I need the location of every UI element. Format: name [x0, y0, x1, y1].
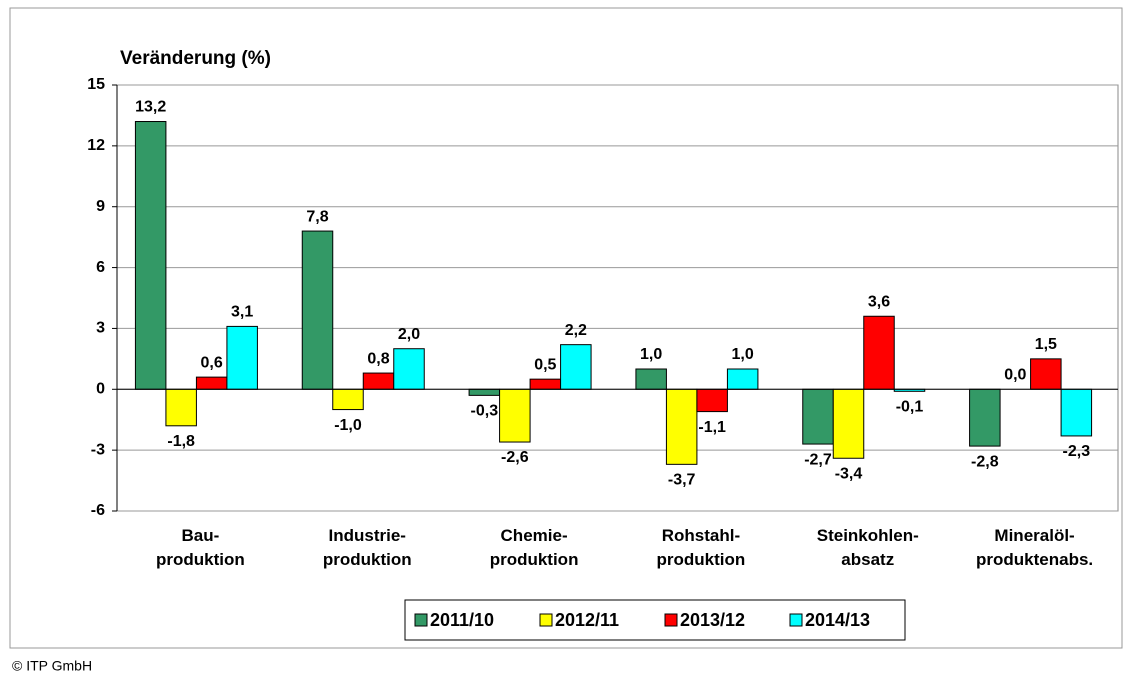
bar: [195, 376, 228, 390]
data-label: 1,5: [1035, 336, 1057, 353]
data-label: 13,2: [135, 99, 166, 116]
x-tick-label-line: produktion: [490, 550, 579, 569]
x-tick-label-line: produktion: [657, 550, 746, 569]
x-tick-label-line: produktenabs.: [976, 550, 1093, 569]
bar: [665, 388, 698, 465]
x-tick-label-line: absatz: [841, 550, 894, 569]
data-label: 2,0: [398, 326, 420, 343]
data-label: -3,7: [668, 472, 696, 489]
x-tick-label-line: Bau-: [182, 526, 220, 545]
data-label: -2,8: [971, 453, 999, 470]
data-label: -2,7: [804, 451, 832, 468]
bar: [226, 325, 258, 390]
y-tick-label: 3: [96, 320, 105, 337]
legend-swatch: [664, 613, 678, 627]
bar: [1060, 388, 1093, 437]
x-tick-label-line: Mineralöl-: [994, 526, 1074, 545]
x-tick-label-line: produktion: [323, 550, 412, 569]
y-tick-label: -3: [91, 441, 105, 458]
data-label: 3,1: [231, 304, 253, 321]
legend-label: 2013/12: [680, 610, 745, 630]
y-tick-label: 0: [96, 381, 105, 398]
data-label: 1,0: [640, 346, 662, 363]
legend-swatch: [539, 613, 553, 627]
bar: [301, 230, 334, 390]
bar: [635, 368, 667, 390]
bar: [134, 121, 167, 390]
x-tick-label-line: Rohstahl-: [662, 526, 740, 545]
data-label: -2,3: [1063, 443, 1091, 460]
legend-label: 2012/11: [555, 610, 619, 630]
data-label: -1,1: [698, 419, 726, 436]
data-label: 0,5: [534, 356, 556, 373]
x-tick-label: Industrie-produktion: [323, 526, 412, 569]
data-label: 0,8: [367, 350, 389, 367]
bar: [832, 388, 865, 459]
data-label: 0,6: [201, 354, 223, 371]
data-label: -3,4: [835, 465, 863, 482]
legend-swatch: [414, 613, 428, 627]
legend-label: 2011/10: [430, 610, 494, 630]
bar: [529, 378, 562, 390]
bar: [560, 344, 592, 390]
bar: [468, 388, 501, 396]
data-label: 3,6: [868, 293, 890, 310]
x-tick-label-line: Chemie-: [501, 526, 568, 545]
bar: [696, 388, 728, 413]
y-axis-title: Veränderung (%): [120, 48, 271, 69]
data-label: -0,3: [471, 403, 499, 420]
bar: [332, 388, 364, 411]
x-tick-label: Bau-produktion: [156, 526, 245, 569]
y-tick-label: -6: [91, 502, 105, 519]
x-tick-label-line: Industrie-: [329, 526, 406, 545]
legend-swatch: [789, 613, 803, 627]
y-tick-label: 9: [96, 198, 105, 215]
bar: [863, 315, 895, 390]
y-tick-label: 12: [87, 137, 105, 154]
source: © ITP GmbH: [12, 658, 92, 674]
bar: [393, 348, 425, 390]
data-label: -1,8: [167, 433, 195, 450]
x-tick-label: Chemie-produktion: [490, 526, 579, 569]
x-tick-label-line: produktion: [156, 550, 245, 569]
data-label: 7,8: [306, 208, 328, 225]
data-label: 2,2: [565, 322, 587, 339]
x-tick-label-line: Steinkohlen-: [817, 526, 919, 545]
bar: [362, 372, 395, 390]
bar: [969, 388, 1001, 447]
bar: [726, 368, 759, 390]
legend-box: [404, 599, 906, 641]
bar: [499, 388, 531, 443]
data-label: -1,0: [334, 417, 362, 434]
y-tick-label: 15: [87, 76, 105, 93]
data-label: 0,0: [1004, 367, 1026, 384]
legend-label: 2014/13: [805, 610, 870, 630]
data-label: -0,1: [896, 399, 924, 416]
plot-area: [116, 84, 1119, 512]
data-label: -2,6: [501, 449, 529, 466]
y-tick-label: 6: [96, 259, 105, 276]
bar: [802, 388, 834, 445]
bar: [165, 388, 197, 427]
data-label: 1,0: [732, 346, 754, 363]
bar: [1030, 358, 1062, 390]
x-tick-label: Rohstahl-produktion: [657, 526, 746, 569]
x-tick-label: Steinkohlen-absatz: [817, 526, 919, 569]
x-tick-label: Mineralöl-produktenabs.: [976, 526, 1093, 569]
